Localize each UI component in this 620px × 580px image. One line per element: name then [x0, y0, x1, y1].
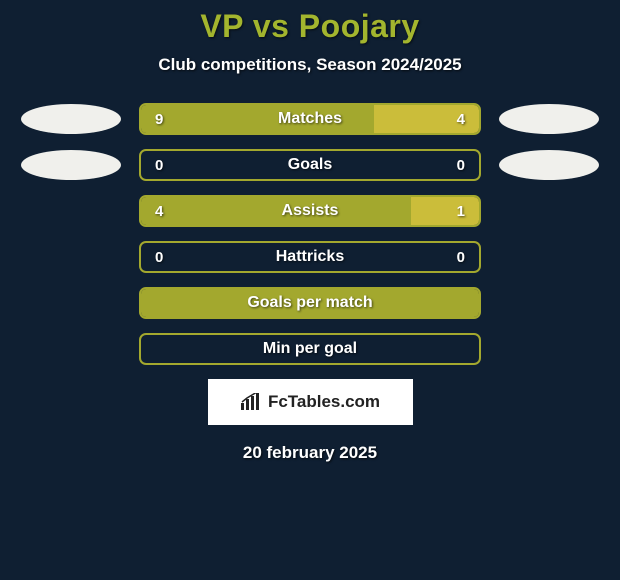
stat-label: Matches [141, 105, 479, 133]
chart-icon [240, 393, 262, 411]
stat-label: Hattricks [141, 243, 479, 271]
stat-label: Goals per match [141, 289, 479, 317]
stat-row: 00Hattricks [0, 241, 620, 273]
stat-row: 94Matches [0, 103, 620, 135]
stat-label: Min per goal [141, 335, 479, 363]
date-text: 20 february 2025 [0, 443, 620, 463]
page-title: VP vs Poojary [0, 8, 620, 45]
logo-text: FcTables.com [268, 392, 380, 412]
stat-bar: Goals per match [139, 287, 481, 319]
player-bubble-right [499, 150, 599, 180]
stat-bar: 00Goals [139, 149, 481, 181]
stat-bar: 00Hattricks [139, 241, 481, 273]
stat-row: Goals per match [0, 287, 620, 319]
stat-row: 41Assists [0, 195, 620, 227]
stat-row: Min per goal [0, 333, 620, 365]
stat-bar: Min per goal [139, 333, 481, 365]
stat-bar: 94Matches [139, 103, 481, 135]
stat-row: 00Goals [0, 149, 620, 181]
player-bubble-right [499, 104, 599, 134]
stat-rows: 94Matches 00Goals 41Assists 00Hattricks Goal… [0, 103, 620, 365]
subtitle: Club competitions, Season 2024/2025 [0, 55, 620, 75]
logo-box: FcTables.com [208, 379, 413, 425]
player-bubble-left [21, 104, 121, 134]
stat-label: Goals [141, 151, 479, 179]
stat-label: Assists [141, 197, 479, 225]
player-bubble-left [21, 150, 121, 180]
stat-bar: 41Assists [139, 195, 481, 227]
comparison-infographic: VP vs Poojary Club competitions, Season … [0, 0, 620, 580]
